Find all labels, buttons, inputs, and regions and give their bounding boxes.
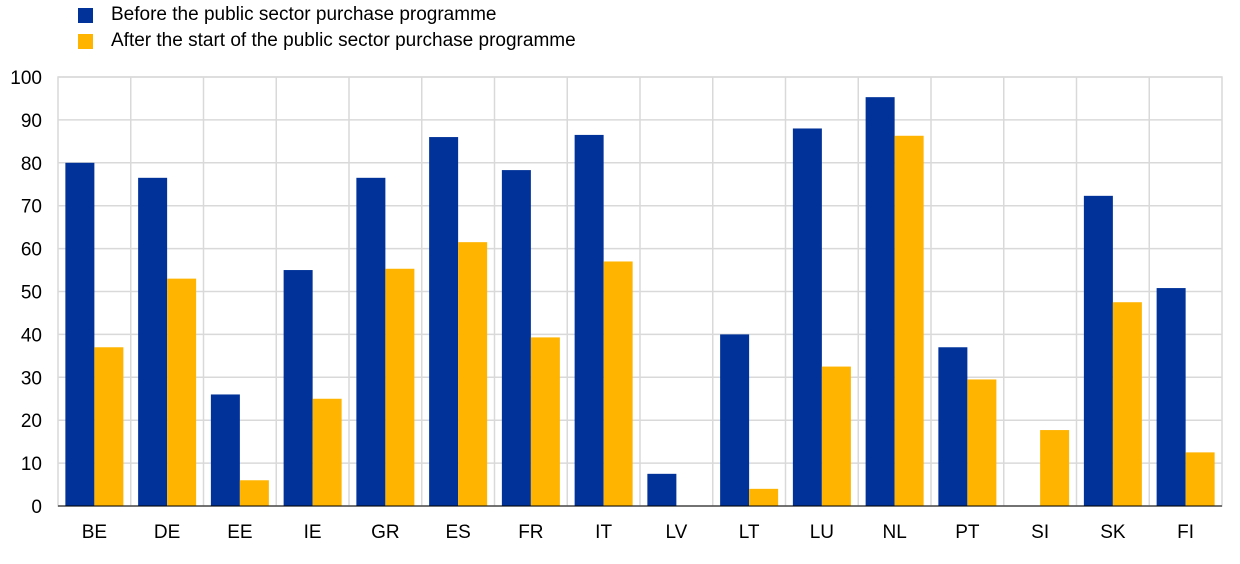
x-tick-label: IT <box>595 522 612 543</box>
bar-fr-after <box>530 337 560 506</box>
bar-gr-before <box>356 177 386 506</box>
x-tick-label: IE <box>304 522 322 543</box>
x-tick-label: SK <box>1100 522 1126 543</box>
y-tick-label: 10 <box>21 454 42 475</box>
bar-si-after <box>1040 430 1070 506</box>
y-tick-label: 90 <box>21 111 42 132</box>
y-tick-label: 70 <box>21 197 42 218</box>
x-tick-label: PT <box>955 522 980 543</box>
y-tick-label: 30 <box>21 368 42 389</box>
bars-layer <box>65 97 1215 507</box>
bar-nl-before <box>865 97 895 507</box>
bar-pt-after <box>967 379 997 506</box>
y-tick-label: 50 <box>21 283 42 304</box>
x-tick-label: LT <box>739 522 760 543</box>
bar-ee-before <box>210 394 240 506</box>
bar-sk-after <box>1112 302 1142 506</box>
bar-be-after <box>94 347 124 506</box>
bar-ie-before <box>283 270 313 506</box>
x-tick-label: SI <box>1031 522 1049 543</box>
bar-it-after <box>603 261 633 506</box>
y-tick-label: 40 <box>21 325 42 346</box>
grid-layer <box>57 76 1223 507</box>
bar-es-before <box>429 137 459 506</box>
y-tick-label: 100 <box>10 68 42 89</box>
bar-lt-after <box>749 488 779 506</box>
x-tick-label: EE <box>227 522 252 543</box>
legend-label-before: Before the public sector purchase progra… <box>111 4 497 25</box>
axis-layer: 0 10 20 30 40 50 60 70 80 90 100 BE DE EE IE GR ES FR IT LV… <box>10 68 1222 543</box>
x-tick-label: FI <box>1177 522 1194 543</box>
y-tick-label: 20 <box>21 411 42 432</box>
legend-swatch-after <box>78 33 93 49</box>
legend-item-after: After the start of the public sector pur… <box>78 28 576 54</box>
bar-ie-after <box>312 398 342 506</box>
x-tick-label: DE <box>154 522 180 543</box>
x-tick-label: LV <box>665 522 687 543</box>
bar-fr-before <box>501 170 531 506</box>
bar-lt-before <box>720 334 750 506</box>
legend-item-before: Before the public sector purchase progra… <box>78 2 576 28</box>
bar-sk-before <box>1083 195 1113 506</box>
bar-be-before <box>65 162 95 507</box>
y-tick-label: 80 <box>21 154 42 175</box>
bar-nl-after <box>894 135 924 506</box>
bar-lu-after <box>821 366 851 506</box>
x-tick-label: BE <box>82 522 107 543</box>
y-tick-label: 60 <box>21 240 42 261</box>
bar-lu-before <box>792 128 822 507</box>
bar-fi-before <box>1156 288 1186 506</box>
x-tick-label: GR <box>371 522 400 543</box>
chart-legend: Before the public sector purchase progra… <box>78 2 576 54</box>
x-tick-label: NL <box>882 522 906 543</box>
bar-it-before <box>574 134 604 507</box>
bar-ee-after <box>239 480 269 506</box>
bar-de-after <box>167 278 197 506</box>
bar-lv-before <box>647 473 677 506</box>
bar-de-before <box>138 177 168 506</box>
legend-label-after: After the start of the public sector pur… <box>111 30 576 51</box>
x-tick-label: ES <box>445 522 470 543</box>
x-tick-label: LU <box>810 522 834 543</box>
bar-fi-after <box>1185 452 1215 506</box>
bar-pt-before <box>938 347 968 506</box>
bar-es-after <box>458 242 488 507</box>
x-tick-label: FR <box>518 522 543 543</box>
legend-swatch-before <box>78 7 93 23</box>
bar-gr-after <box>385 268 415 506</box>
y-tick-label: 0 <box>31 497 42 518</box>
